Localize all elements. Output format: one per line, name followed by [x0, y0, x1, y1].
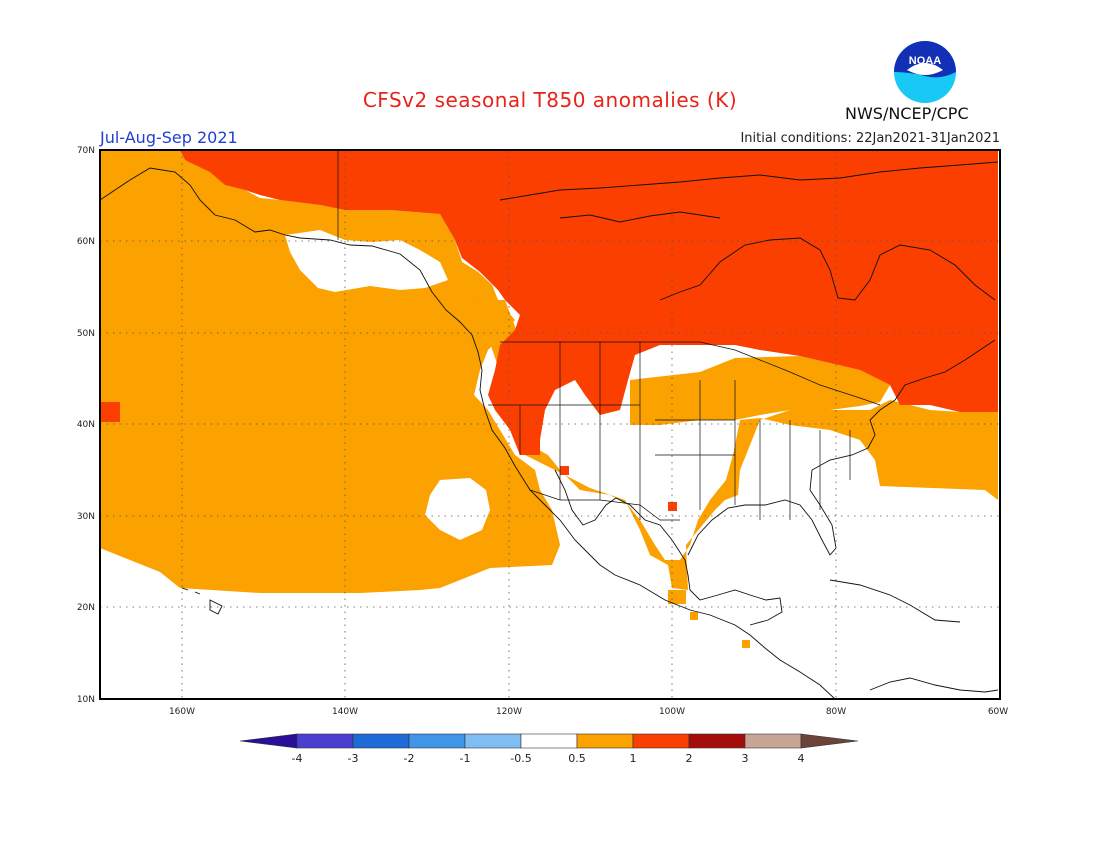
colorbar-swatch	[688, 733, 746, 749]
lat-label: 10N	[77, 695, 95, 705]
agency-label: NWS/NCEP/CPC	[845, 104, 969, 123]
colorbar-label: 2	[686, 752, 693, 765]
colorbar-label: -2	[404, 752, 415, 765]
colorbar-label: -0.5	[510, 752, 531, 765]
political-boundaries	[337, 150, 881, 521]
lon-label: 100W	[659, 707, 685, 717]
lat-axis: 70N 60N 50N 40N 30N 20N 10N	[77, 146, 95, 705]
anomaly-cell	[560, 466, 569, 475]
colorbar-swatch	[576, 733, 634, 749]
anomaly-region-neutral	[285, 230, 629, 540]
colorbar-swatch	[520, 733, 578, 749]
anomaly-cell	[742, 640, 750, 648]
noaa-logo-icon: NOAA	[894, 41, 956, 103]
lon-label: 140W	[332, 707, 358, 717]
anomaly-cell	[668, 502, 677, 511]
colorbar-swatch	[296, 733, 354, 749]
map-frame	[99, 149, 1001, 700]
initial-conditions-label: Initial conditions: 22Jan2021-31Jan2021	[740, 131, 1000, 146]
colorbar-swatch-below-4	[239, 733, 298, 749]
colorbar-label: 3	[742, 752, 749, 765]
anomaly-region-1-2	[100, 150, 998, 511]
colorbar-label: -3	[348, 752, 359, 765]
anomaly-cell	[668, 590, 686, 604]
lat-label: 50N	[77, 329, 95, 339]
anomaly-cell	[100, 402, 120, 422]
lon-label: 120W	[496, 707, 522, 717]
lat-lon-grid	[100, 150, 1000, 699]
colorbar-swatch	[408, 733, 466, 749]
anomaly-cell	[620, 440, 629, 449]
colorbar-labels: -4 -3 -2 -1 -0.5 0.5 1 2 3 4	[292, 752, 805, 765]
coastlines	[99, 161, 999, 700]
colorbar-swatch	[352, 733, 410, 749]
lat-label: 30N	[77, 512, 95, 522]
lat-label: 60N	[77, 237, 95, 247]
lon-label: 80W	[826, 707, 846, 717]
lat-label: 70N	[77, 146, 95, 156]
chart-title: CFSv2 seasonal T850 anomalies (K)	[362, 88, 738, 112]
season-label: Jul-Aug-Sep 2021	[100, 128, 238, 147]
colorbar-label: 4	[798, 752, 805, 765]
anomaly-cell	[690, 612, 698, 620]
colorbar-label: -1	[460, 752, 471, 765]
lat-label: 40N	[77, 420, 95, 430]
colorbar-swatch-above-4	[800, 733, 859, 749]
noaa-logo-text: NOAA	[909, 55, 941, 67]
lat-label: 20N	[77, 603, 95, 613]
colorbar-label: 0.5	[568, 752, 586, 765]
colorbar-label: 1	[630, 752, 637, 765]
colorbar-label: -4	[292, 752, 303, 765]
colorbar-swatch	[632, 733, 690, 749]
lon-label: 60W	[988, 707, 1008, 717]
lon-label: 160W	[169, 707, 195, 717]
lon-axis: 160W 140W 120W 100W 80W 60W	[169, 707, 1008, 717]
colorbar	[239, 733, 859, 749]
colorbar-swatch	[744, 733, 802, 749]
colorbar-swatch	[464, 733, 522, 749]
